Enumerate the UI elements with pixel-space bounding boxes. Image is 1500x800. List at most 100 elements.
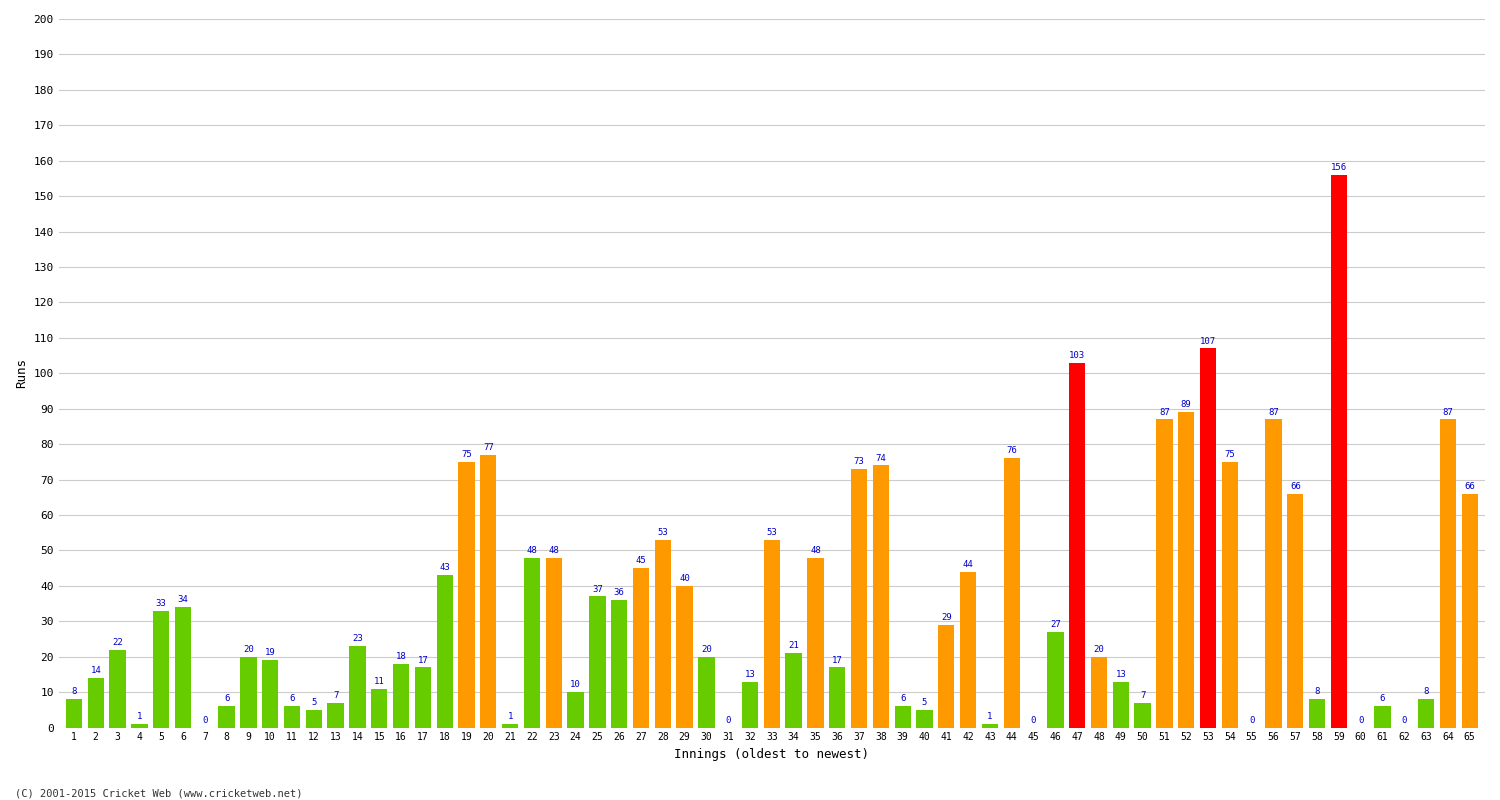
Text: 74: 74: [876, 454, 886, 462]
Bar: [1310, 699, 1324, 727]
Bar: [894, 706, 910, 727]
Text: 45: 45: [636, 556, 646, 566]
Bar: [1113, 682, 1130, 727]
Bar: [610, 600, 627, 727]
Text: 1: 1: [507, 712, 513, 722]
Bar: [764, 540, 780, 727]
Bar: [807, 558, 824, 727]
Text: 5: 5: [922, 698, 927, 707]
Bar: [633, 568, 650, 727]
Text: 0: 0: [1401, 716, 1407, 725]
Bar: [1330, 175, 1347, 727]
Bar: [436, 575, 453, 727]
Text: 6: 6: [1380, 694, 1384, 703]
Bar: [240, 657, 256, 727]
Text: 33: 33: [156, 599, 166, 608]
Bar: [1374, 706, 1390, 727]
Bar: [176, 607, 190, 727]
Text: 87: 87: [1268, 407, 1280, 417]
Text: 17: 17: [417, 655, 429, 665]
Bar: [1461, 494, 1478, 727]
Bar: [960, 572, 976, 727]
Bar: [830, 667, 846, 727]
Text: 13: 13: [1116, 670, 1126, 678]
Bar: [459, 462, 474, 727]
Text: 23: 23: [352, 634, 363, 643]
Text: 6: 6: [224, 694, 230, 703]
Bar: [676, 586, 693, 727]
Text: 1: 1: [136, 712, 142, 722]
Text: 20: 20: [243, 645, 254, 654]
Text: 7: 7: [1140, 691, 1146, 700]
X-axis label: Innings (oldest to newest): Innings (oldest to newest): [675, 748, 870, 761]
Text: 5: 5: [310, 698, 316, 707]
Bar: [590, 597, 606, 727]
Bar: [1440, 419, 1456, 727]
Bar: [262, 660, 279, 727]
Text: 17: 17: [833, 655, 843, 665]
Text: 20: 20: [700, 645, 712, 654]
Bar: [327, 702, 344, 727]
Text: 10: 10: [570, 680, 580, 690]
Text: 8: 8: [1314, 687, 1320, 697]
Text: 11: 11: [374, 677, 384, 686]
Text: 0: 0: [202, 716, 207, 725]
Bar: [87, 678, 104, 727]
Text: 48: 48: [549, 546, 560, 554]
Text: 8: 8: [1424, 687, 1430, 697]
Text: 53: 53: [657, 528, 668, 537]
Bar: [284, 706, 300, 727]
Text: 77: 77: [483, 443, 494, 452]
Bar: [66, 699, 82, 727]
Bar: [698, 657, 714, 727]
Text: 66: 66: [1290, 482, 1300, 491]
Bar: [873, 466, 889, 727]
Bar: [654, 540, 670, 727]
Text: 89: 89: [1180, 401, 1191, 410]
Bar: [524, 558, 540, 727]
Bar: [1266, 419, 1281, 727]
Text: 107: 107: [1200, 337, 1216, 346]
Text: 14: 14: [90, 666, 101, 675]
Text: 43: 43: [440, 563, 450, 573]
Text: 27: 27: [1050, 620, 1060, 629]
Bar: [938, 625, 954, 727]
Text: 0: 0: [1358, 716, 1364, 725]
Bar: [1004, 458, 1020, 727]
Text: 75: 75: [1224, 450, 1234, 459]
Bar: [546, 558, 562, 727]
Text: 6: 6: [900, 694, 906, 703]
Bar: [1418, 699, 1434, 727]
Text: 20: 20: [1094, 645, 1104, 654]
Bar: [786, 653, 802, 727]
Bar: [1156, 419, 1173, 727]
Text: 36: 36: [614, 588, 624, 598]
Text: 29: 29: [940, 613, 951, 622]
Text: 7: 7: [333, 691, 339, 700]
Bar: [393, 664, 410, 727]
Text: 87: 87: [1443, 407, 1454, 417]
Text: 48: 48: [810, 546, 820, 554]
Bar: [153, 610, 170, 727]
Bar: [1134, 702, 1150, 727]
Y-axis label: Runs: Runs: [15, 358, 28, 388]
Text: 0: 0: [726, 716, 730, 725]
Bar: [916, 710, 933, 727]
Text: 66: 66: [1464, 482, 1474, 491]
Text: 18: 18: [396, 652, 406, 661]
Text: 75: 75: [460, 450, 472, 459]
Bar: [1200, 349, 1216, 727]
Text: 73: 73: [853, 457, 864, 466]
Bar: [1221, 462, 1238, 727]
Text: (C) 2001-2015 Cricket Web (www.cricketweb.net): (C) 2001-2015 Cricket Web (www.cricketwe…: [15, 788, 303, 798]
Text: 87: 87: [1160, 407, 1170, 417]
Text: 53: 53: [766, 528, 777, 537]
Text: 1: 1: [987, 712, 993, 722]
Bar: [414, 667, 430, 727]
Text: 48: 48: [526, 546, 537, 554]
Bar: [130, 724, 147, 727]
Bar: [350, 646, 366, 727]
Bar: [110, 650, 126, 727]
Bar: [850, 469, 867, 727]
Bar: [567, 692, 584, 727]
